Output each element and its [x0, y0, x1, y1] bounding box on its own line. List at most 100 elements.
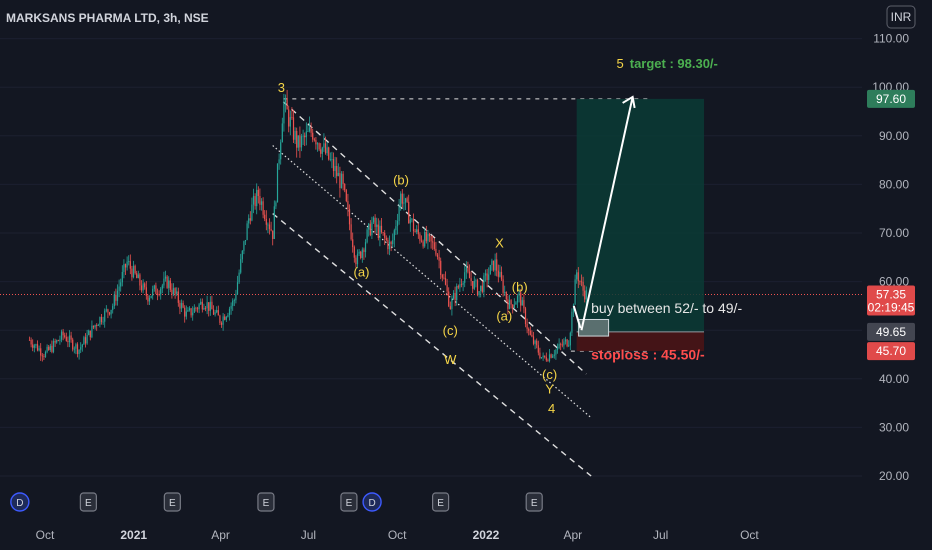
y-tick-label: 110.00: [873, 32, 909, 46]
dividend-marker[interactable]: D: [10, 492, 30, 512]
candle-body: [579, 281, 581, 282]
candle-body: [571, 311, 573, 333]
candle-body: [241, 250, 243, 260]
entry-hook: [572, 305, 582, 329]
price-badge-bg: [867, 285, 915, 316]
dividend-marker[interactable]: D: [362, 492, 382, 512]
earnings-marker[interactable]: E: [79, 492, 97, 512]
candle-body: [144, 283, 146, 288]
candle-body: [283, 102, 285, 124]
annotations: 3(b)(a)(c)WX(b)(a)(c)Y45 target : 98.30/-…: [278, 56, 743, 416]
candle-body: [139, 274, 141, 286]
candle-body: [145, 287, 147, 296]
candle-body: [108, 312, 111, 315]
marker-shape: [10, 492, 30, 512]
candle-body: [83, 337, 85, 345]
candle-body: [121, 271, 123, 283]
earnings-marker[interactable]: E: [163, 492, 181, 512]
candle-body: [580, 281, 583, 283]
candle-body: [435, 248, 437, 255]
candle-body: [168, 280, 170, 288]
candle-body: [292, 117, 295, 140]
marker-shape: [362, 492, 382, 512]
marker-shape: [79, 492, 97, 512]
candle-body: [385, 237, 387, 241]
candle-body: [553, 354, 555, 356]
time-axis[interactable]: Oct 2021 Apr Jul Oct 2022 Apr Jul Oct: [36, 528, 760, 542]
marker-shape: [257, 492, 275, 512]
candle-body: [547, 360, 549, 362]
marker-shape: [525, 492, 543, 512]
price-axis[interactable]: 110.00100.0090.0080.0070.0060.0050.0040.…: [867, 32, 915, 483]
candle-body: [331, 159, 333, 160]
target-text: target : 98.30/-: [630, 56, 718, 71]
wave-label: 4: [548, 401, 555, 416]
candle-body: [414, 231, 416, 233]
candle-body: [152, 288, 154, 296]
y-tick-label: 90.00: [879, 129, 909, 143]
candle-body: [88, 330, 90, 336]
candle-body: [393, 230, 395, 241]
wave-label: 3: [278, 80, 285, 95]
candle-body: [377, 224, 379, 238]
candle-body: [262, 201, 264, 215]
long-position-box[interactable]: [576, 98, 705, 352]
candle-body: [392, 240, 394, 245]
candle-body: [105, 309, 107, 311]
candle-body: [36, 344, 39, 351]
candle-body: [545, 357, 547, 361]
candle-body: [315, 140, 317, 145]
buy-zone-box[interactable]: [578, 318, 610, 337]
candle-body: [246, 223, 248, 240]
candle-body: [313, 139, 315, 141]
earnings-marker[interactable]: E: [525, 492, 543, 512]
chart-title: MARKSANS PHARMA LTD, 3h, NSE: [6, 11, 209, 25]
candle-body: [427, 233, 429, 242]
candle-body: [523, 300, 525, 309]
candle-body: [291, 117, 293, 118]
x-tick-label: Oct: [388, 528, 407, 542]
candle-body: [520, 292, 522, 306]
candle-body: [428, 233, 431, 237]
earnings-marker[interactable]: E: [257, 492, 275, 512]
candle-body: [100, 317, 103, 322]
candle-body: [323, 143, 325, 148]
candle-body: [484, 273, 487, 276]
y-tick-label: 60.00: [879, 275, 909, 289]
candle-body: [555, 349, 557, 355]
candle-body: [150, 295, 152, 299]
candle-body: [174, 288, 176, 294]
earnings-marker[interactable]: E: [340, 492, 358, 512]
y-tick-label: 20.00: [879, 469, 909, 483]
candle-body: [318, 143, 320, 150]
candle-body: [230, 305, 232, 309]
candle-body: [340, 173, 343, 189]
candle-body: [148, 298, 151, 302]
currency-button[interactable]: INR: [886, 5, 916, 29]
candle-body: [350, 224, 352, 240]
candle-body: [212, 309, 215, 315]
marker-letter: E: [85, 498, 92, 509]
marker-shape: [163, 492, 181, 512]
candle-body: [376, 224, 378, 227]
candle-body: [416, 229, 418, 233]
candle-body: [478, 291, 480, 296]
candle-body: [289, 117, 291, 127]
candle-body: [172, 288, 175, 295]
candle-body: [91, 325, 93, 338]
earnings-marker[interactable]: E: [432, 492, 450, 512]
candle-body: [300, 136, 303, 148]
candle-body: [326, 147, 328, 154]
candle-body: [316, 143, 319, 145]
candle-body: [507, 299, 509, 309]
candle-body: [80, 347, 82, 350]
wave-label: W: [444, 352, 457, 367]
candle-body: [574, 279, 576, 305]
candle-body: [203, 308, 205, 310]
candle-body: [470, 278, 472, 282]
candle-body: [390, 241, 392, 245]
candle-body: [460, 284, 463, 286]
candle-body: [379, 225, 381, 238]
